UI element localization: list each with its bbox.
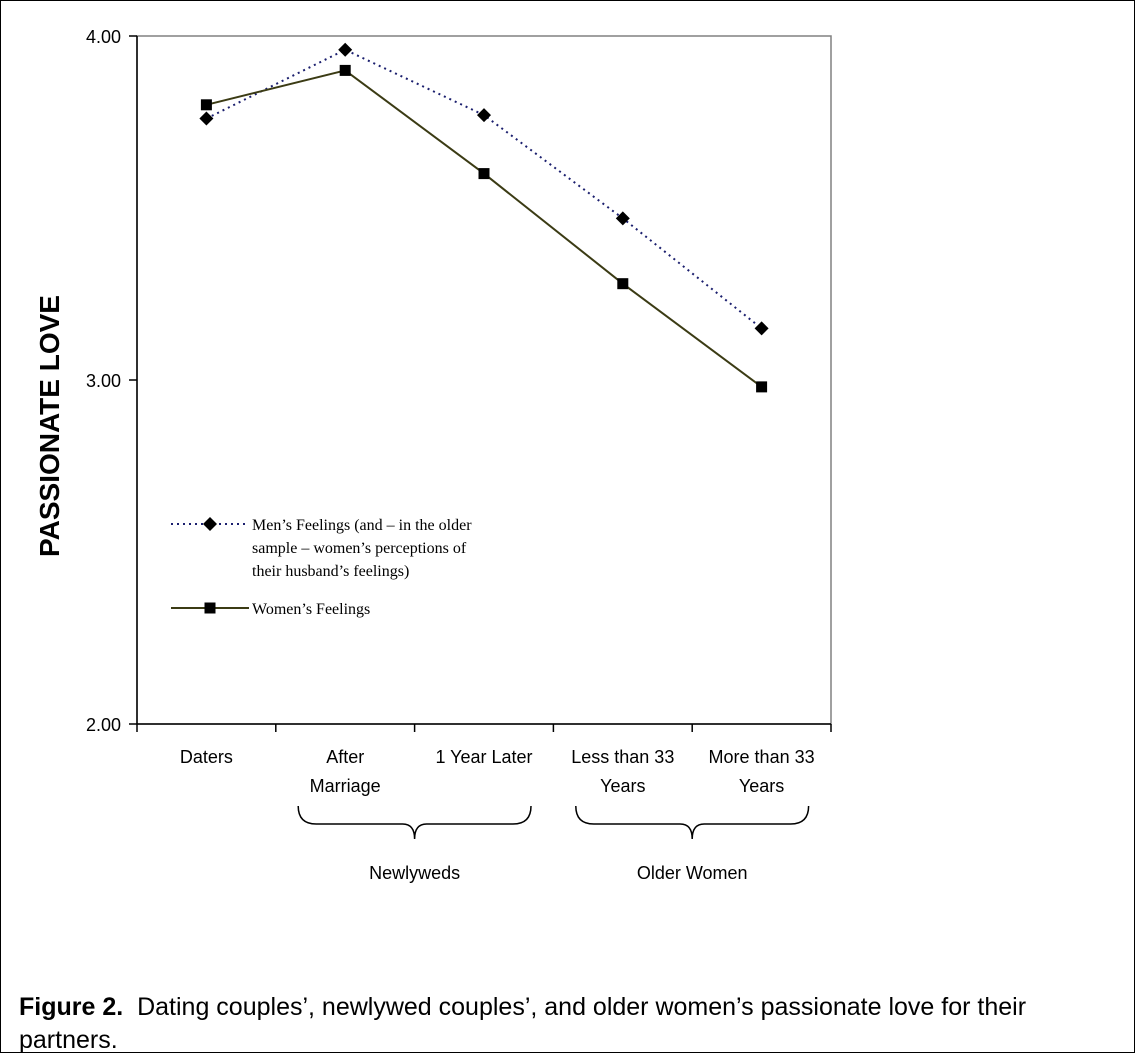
data-point — [617, 278, 629, 290]
x-tick-label: Daters — [180, 747, 233, 767]
x-tick-label: Years — [739, 776, 784, 796]
data-point — [756, 381, 768, 393]
y-tick-label: 4.00 — [86, 27, 121, 47]
caption-label: Figure 2. — [19, 993, 124, 1021]
y-tick-label: 3.00 — [86, 371, 121, 391]
plot-area — [136, 35, 832, 725]
x-tick-label: Less than 33 — [571, 747, 674, 767]
group-brace — [297, 805, 532, 840]
x-tick-label: Years — [600, 776, 645, 796]
data-point — [339, 64, 351, 76]
group-label: Newlyweds — [369, 863, 460, 883]
data-point — [200, 99, 212, 111]
x-tick-label: After — [326, 747, 364, 767]
legend-label: sample – women’s perceptions of — [252, 540, 467, 557]
x-tick-label: 1 Year Later — [435, 747, 532, 767]
category-groups: Newlyweds Older Women — [297, 805, 810, 883]
x-tick-label: More than 33 — [709, 747, 815, 767]
legend-label: Men’s Feelings (and – in the older — [252, 517, 472, 534]
group-label: Older Women — [637, 863, 748, 883]
legend-label: their husband’s feelings) — [252, 563, 409, 580]
x-tick-labels: Daters After Marriage 1 Year Later Less than… — [180, 747, 815, 796]
series-mens-feelings — [199, 42, 769, 336]
x-ticks — [136, 724, 832, 732]
line-chart: PASSIONATE LOVE 2.00 3.00 4.00 Daters After… — [34, 27, 832, 883]
legend-marker — [204, 602, 216, 614]
legend: Men’s Feelings (and – in the older sample… — [171, 517, 472, 618]
group-brace — [575, 805, 810, 840]
series-womens-feelings — [200, 64, 768, 393]
caption-text: Dating couples’, newlywed couples’, and … — [19, 993, 1027, 1053]
data-point — [477, 108, 491, 123]
legend-marker — [203, 517, 217, 531]
data-point — [615, 211, 630, 226]
data-point — [478, 168, 490, 180]
x-tick-label: Marriage — [310, 776, 381, 796]
y-ticks: 2.00 3.00 4.00 — [86, 27, 137, 735]
series-layer — [199, 42, 769, 393]
legend-label: Women’s Feelings — [252, 601, 370, 618]
figure-caption: Figure 2. Dating couples’, newlywed coup… — [19, 991, 1119, 1053]
data-point — [199, 111, 214, 126]
data-point — [754, 321, 769, 336]
y-tick-label: 2.00 — [86, 715, 121, 735]
data-point — [338, 42, 353, 57]
y-axis-title: PASSIONATE LOVE — [34, 295, 65, 557]
series-line — [205, 48, 763, 330]
